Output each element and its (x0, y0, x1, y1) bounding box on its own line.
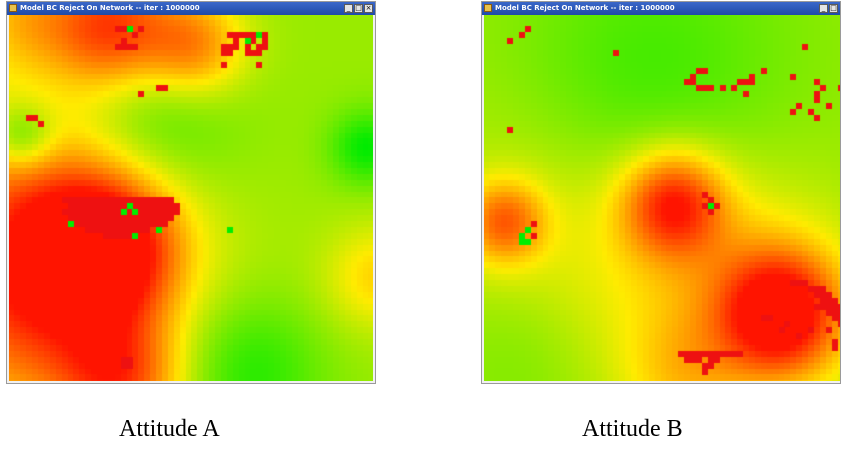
simulation-window-a[interactable]: Model BC Reject On Network -- iter : 100… (6, 1, 376, 384)
minimize-button-a[interactable]: _ (344, 4, 353, 13)
canvas-area-a (9, 15, 373, 381)
java-app-icon (484, 4, 492, 12)
caption-attitude-b: Attitude B (582, 416, 683, 442)
window-title-a: Model BC Reject On Network -- iter : 100… (20, 4, 200, 12)
title-bar-a[interactable]: Model BC Reject On Network -- iter : 100… (7, 2, 375, 15)
maximize-button-b[interactable]: □ (829, 4, 838, 13)
attitude-heatmap-b (484, 15, 840, 381)
canvas-area-b (484, 15, 840, 381)
attitude-heatmap-a (9, 15, 373, 381)
simulation-window-b[interactable]: Model BC Reject On Network -- iter : 100… (481, 1, 841, 384)
caption-attitude-a: Attitude A (119, 416, 220, 442)
maximize-button-a[interactable]: □ (354, 4, 363, 13)
title-bar-b[interactable]: Model BC Reject On Network -- iter : 100… (482, 2, 840, 15)
window-title-b: Model BC Reject On Network -- iter : 100… (495, 4, 675, 12)
minimize-button-b[interactable]: _ (819, 4, 828, 13)
close-button-a[interactable]: × (364, 4, 373, 13)
java-app-icon (9, 4, 17, 12)
